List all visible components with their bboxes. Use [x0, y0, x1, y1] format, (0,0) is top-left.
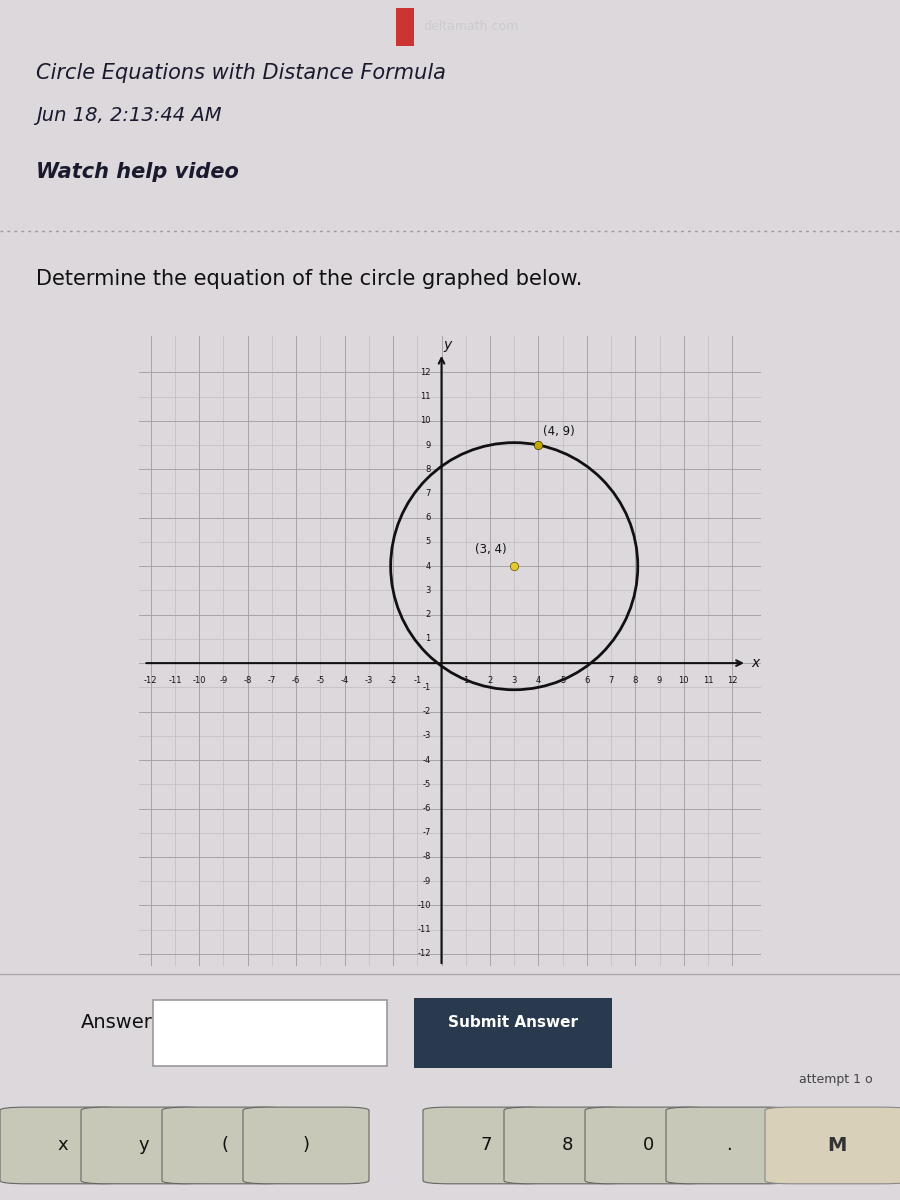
Text: -7: -7 — [267, 677, 276, 685]
Text: 4: 4 — [426, 562, 430, 571]
Text: 12: 12 — [727, 677, 737, 685]
Text: -3: -3 — [422, 731, 430, 740]
Text: attempt 1 o: attempt 1 o — [799, 1073, 873, 1086]
Text: 7: 7 — [608, 677, 614, 685]
Text: 6: 6 — [425, 514, 430, 522]
Text: ): ) — [302, 1136, 310, 1154]
Text: 11: 11 — [420, 392, 430, 401]
Text: -6: -6 — [292, 677, 301, 685]
Text: -5: -5 — [422, 780, 430, 788]
Text: 8: 8 — [562, 1136, 572, 1154]
Text: 8: 8 — [633, 677, 638, 685]
Text: 7: 7 — [481, 1136, 491, 1154]
Text: -10: -10 — [193, 677, 206, 685]
Text: -6: -6 — [422, 804, 430, 814]
Text: -1: -1 — [413, 677, 421, 685]
Text: -12: -12 — [417, 949, 430, 959]
Text: -11: -11 — [417, 925, 430, 934]
Text: -4: -4 — [340, 677, 348, 685]
Text: 1: 1 — [426, 635, 430, 643]
Text: -2: -2 — [422, 707, 430, 716]
FancyBboxPatch shape — [666, 1108, 792, 1183]
Text: (: ( — [221, 1136, 229, 1154]
FancyBboxPatch shape — [243, 1108, 369, 1183]
Text: x: x — [58, 1136, 68, 1154]
FancyBboxPatch shape — [423, 1108, 549, 1183]
Text: -4: -4 — [422, 756, 430, 764]
FancyBboxPatch shape — [585, 1108, 711, 1183]
Text: 5: 5 — [426, 538, 430, 546]
Text: y: y — [139, 1136, 149, 1154]
Text: M: M — [827, 1136, 847, 1154]
Text: -11: -11 — [168, 677, 182, 685]
FancyBboxPatch shape — [765, 1108, 900, 1183]
Text: -1: -1 — [422, 683, 430, 692]
Text: -3: -3 — [364, 677, 373, 685]
Text: 7: 7 — [425, 488, 430, 498]
Text: 4: 4 — [536, 677, 541, 685]
Text: -8: -8 — [244, 677, 252, 685]
Text: 0: 0 — [643, 1136, 653, 1154]
Text: 9: 9 — [657, 677, 662, 685]
Text: Watch help video: Watch help video — [36, 162, 238, 182]
FancyBboxPatch shape — [162, 1108, 288, 1183]
Text: 9: 9 — [426, 440, 430, 450]
Text: (3, 4): (3, 4) — [475, 544, 507, 557]
Text: Answer:: Answer: — [81, 1013, 159, 1032]
Text: deltamath.com: deltamath.com — [423, 20, 518, 34]
Text: Determine the equation of the circle graphed below.: Determine the equation of the circle gra… — [36, 269, 582, 289]
Text: (4, 9): (4, 9) — [544, 425, 575, 438]
Text: -12: -12 — [144, 677, 158, 685]
Text: 3: 3 — [425, 586, 430, 595]
Text: -10: -10 — [417, 901, 430, 910]
Text: 10: 10 — [420, 416, 430, 425]
FancyBboxPatch shape — [0, 1108, 126, 1183]
Text: 11: 11 — [703, 677, 714, 685]
Text: 5: 5 — [560, 677, 565, 685]
FancyBboxPatch shape — [414, 998, 612, 1068]
Text: -9: -9 — [422, 877, 430, 886]
Text: -2: -2 — [389, 677, 397, 685]
Text: Submit Answer: Submit Answer — [448, 1015, 578, 1030]
FancyBboxPatch shape — [396, 8, 414, 46]
Text: 1: 1 — [464, 677, 468, 685]
Text: 12: 12 — [420, 368, 430, 377]
Text: -7: -7 — [422, 828, 430, 838]
FancyBboxPatch shape — [153, 1000, 387, 1066]
Text: 2: 2 — [426, 610, 430, 619]
FancyBboxPatch shape — [504, 1108, 630, 1183]
FancyBboxPatch shape — [81, 1108, 207, 1183]
Text: 8: 8 — [425, 464, 430, 474]
Text: -9: -9 — [220, 677, 228, 685]
Text: -8: -8 — [422, 852, 430, 862]
Text: x: x — [752, 656, 760, 670]
Text: 3: 3 — [511, 677, 517, 685]
Text: 6: 6 — [584, 677, 590, 685]
Text: 2: 2 — [488, 677, 492, 685]
Text: Circle Equations with Distance Formula: Circle Equations with Distance Formula — [36, 64, 446, 83]
Text: y: y — [444, 337, 452, 352]
Text: 10: 10 — [679, 677, 689, 685]
Text: Jun 18, 2:13:44 AM: Jun 18, 2:13:44 AM — [36, 106, 221, 125]
Text: .: . — [726, 1136, 732, 1154]
Text: -5: -5 — [316, 677, 325, 685]
